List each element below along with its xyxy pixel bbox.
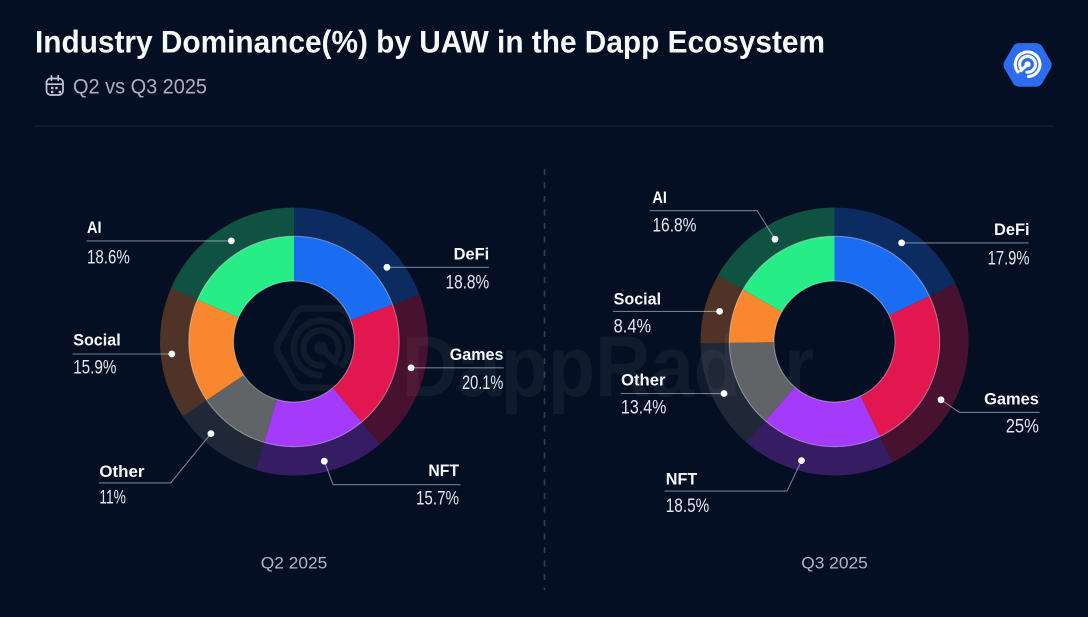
svg-text:Social: Social — [614, 291, 662, 309]
svg-text:13.4%: 13.4% — [621, 396, 666, 418]
svg-text:Q2 vs Q3 2025: Q2 vs Q3 2025 — [73, 76, 207, 99]
svg-text:DeFi: DeFi — [454, 246, 490, 264]
svg-text:Social: Social — [73, 332, 121, 350]
svg-text:Other: Other — [621, 371, 666, 389]
svg-text:18.5%: 18.5% — [666, 495, 709, 517]
svg-text:25%: 25% — [1006, 416, 1039, 438]
svg-text:AI: AI — [652, 189, 667, 207]
svg-text:Other: Other — [99, 463, 145, 481]
svg-text:Q3 2025: Q3 2025 — [801, 553, 868, 572]
svg-text:15.9%: 15.9% — [73, 357, 116, 379]
svg-text:DeFi: DeFi — [994, 221, 1030, 239]
svg-text:18.6%: 18.6% — [87, 247, 130, 269]
svg-text:18.8%: 18.8% — [446, 271, 490, 293]
svg-text:20.1%: 20.1% — [462, 372, 503, 394]
svg-text:15.7%: 15.7% — [416, 488, 459, 510]
svg-text:17.9%: 17.9% — [988, 248, 1030, 270]
svg-text:Industry Dominance(%) by UAW i: Industry Dominance(%) by UAW in the Dapp… — [35, 24, 825, 60]
svg-text:11%: 11% — [99, 487, 126, 509]
svg-text:16.8%: 16.8% — [652, 215, 696, 237]
svg-text:NFT: NFT — [428, 462, 459, 480]
svg-text:Games: Games — [984, 391, 1039, 409]
svg-text:Games: Games — [450, 346, 504, 364]
svg-text:8.4%: 8.4% — [614, 315, 652, 337]
svg-text:NFT: NFT — [666, 471, 698, 489]
svg-text:AI: AI — [87, 219, 102, 237]
svg-text:Q2 2025: Q2 2025 — [261, 553, 328, 572]
